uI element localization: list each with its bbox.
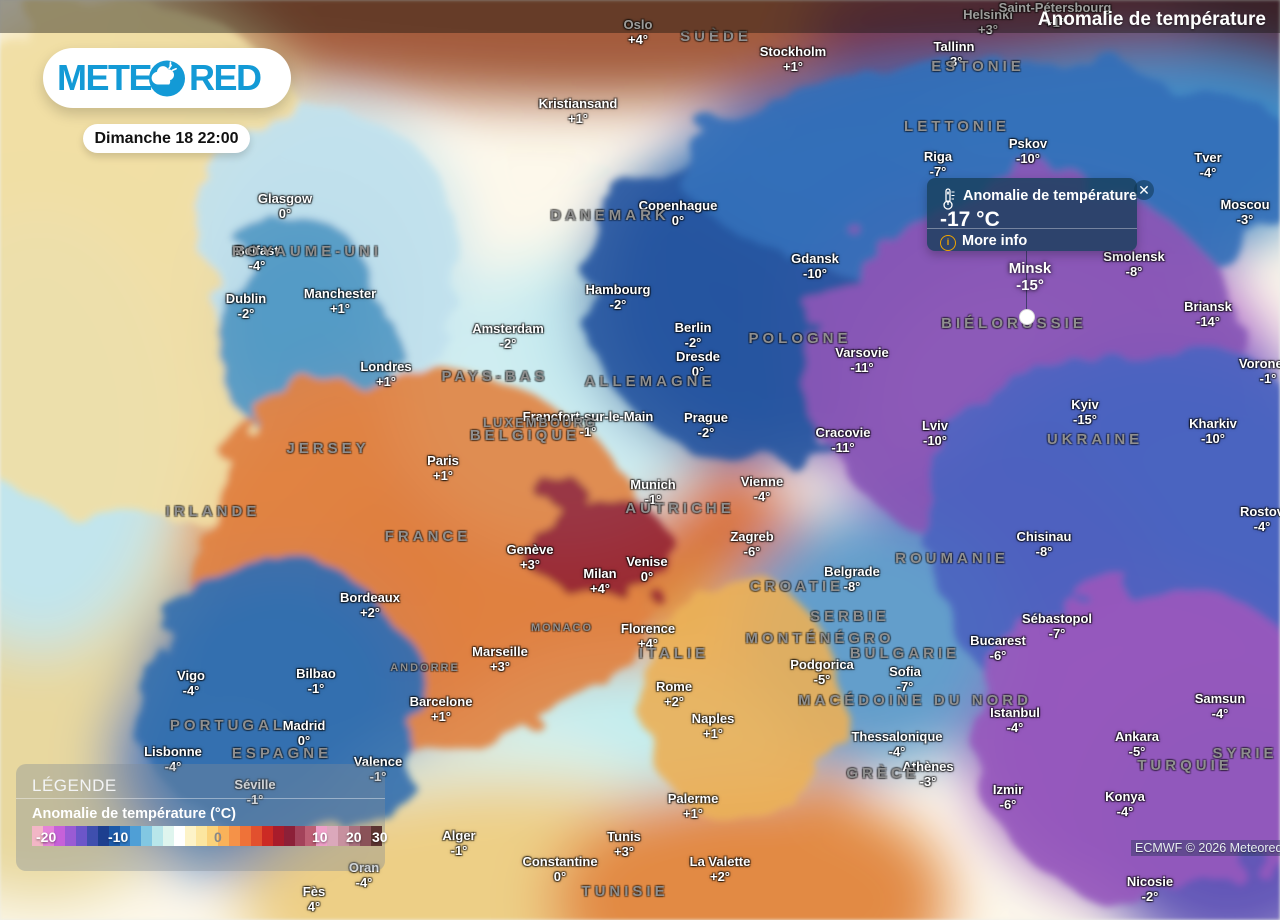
svg-text:METE: METE: [57, 57, 151, 98]
svg-text:RED: RED: [189, 57, 261, 98]
